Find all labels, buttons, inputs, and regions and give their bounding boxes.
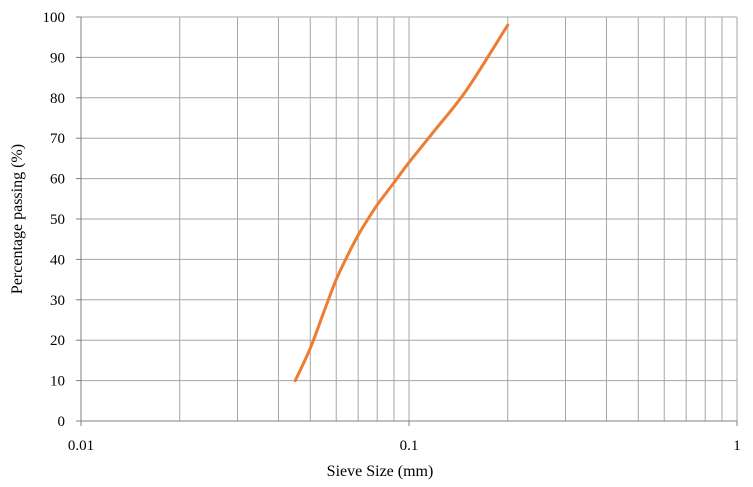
y-axis-title: Percentage passing (%) <box>9 144 26 294</box>
axes <box>76 16 738 426</box>
y-tick-label: 60 <box>50 172 65 188</box>
y-tick-label: 80 <box>50 91 65 107</box>
y-tick-label: 90 <box>50 50 65 66</box>
y-tick-label: 70 <box>50 131 65 147</box>
x-axis-title: Sieve Size (mm) <box>327 463 434 480</box>
series-line <box>293 23 510 383</box>
y-tick-label: 40 <box>50 252 65 268</box>
y-tick-label: 20 <box>50 333 65 349</box>
y-tick-label: 10 <box>50 374 65 390</box>
y-tick-label: 50 <box>50 212 65 228</box>
grid <box>81 16 738 422</box>
x-tick-label: 1 <box>733 438 741 454</box>
tick-labels: 0 10 20 30 40 50 60 70 80 90 100 0.01 0.1 1 <box>43 10 741 454</box>
y-tick-label: 30 <box>50 293 65 309</box>
y-tick-label: 0 <box>58 414 66 430</box>
x-tick-label: 0.01 <box>68 438 94 454</box>
series-layer <box>293 23 510 383</box>
y-tick-label: 100 <box>43 10 66 26</box>
x-tick-label: 0.1 <box>400 438 419 454</box>
